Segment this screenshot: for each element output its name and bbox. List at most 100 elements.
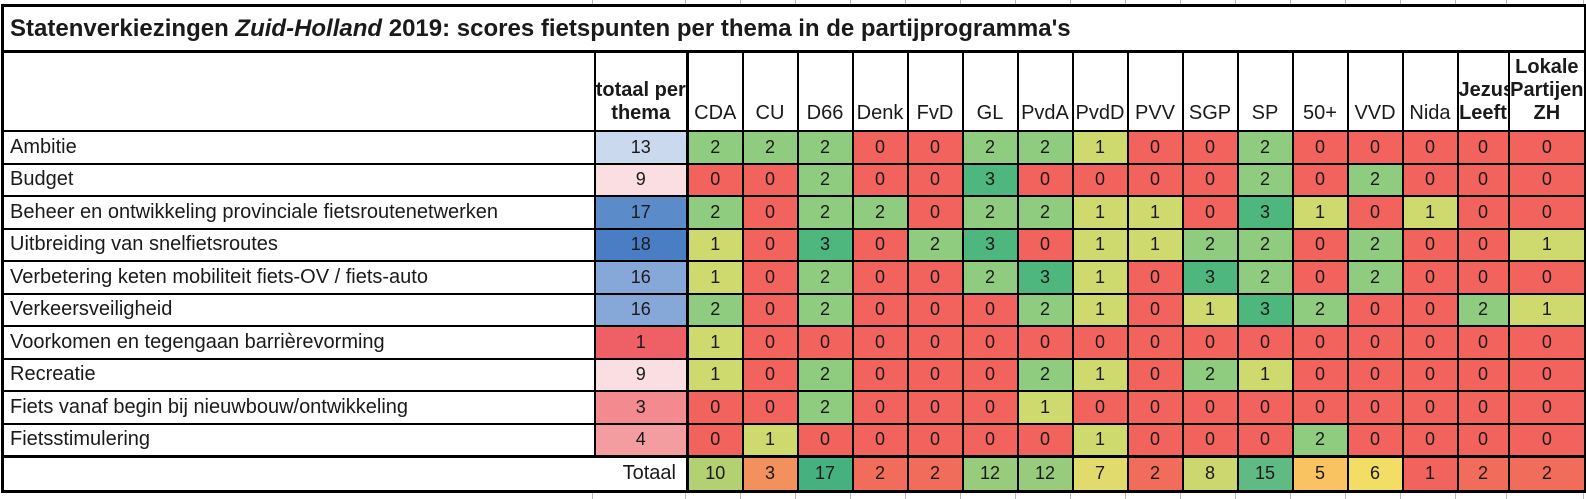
column-header-line: GL	[976, 102, 1004, 124]
gridline	[905, 0, 906, 4]
column-header-cda: CDA	[686, 50, 744, 132]
gridline	[850, 0, 851, 4]
score-cell: 0	[1016, 227, 1074, 262]
theme-row: Beheer en ontwikkeling provinciale fiets…	[1, 195, 1586, 230]
theme-label: Verbetering keten mobiliteit fiets-OV / …	[1, 260, 596, 295]
score-cell: 1	[686, 325, 744, 360]
gridline	[1290, 0, 1291, 4]
gridline	[1506, 492, 1507, 499]
score-cell: 3	[1236, 292, 1294, 327]
score-cell: 0	[851, 390, 909, 425]
score-cell: 2	[1236, 227, 1294, 262]
column-total-cell: 2	[851, 454, 909, 493]
column-header-line: CDA	[694, 102, 737, 124]
score-cell: 1	[1071, 422, 1129, 457]
score-cell: 0	[686, 422, 744, 457]
score-cell: 0	[1291, 162, 1349, 197]
score-cell: 0	[906, 260, 964, 295]
gridline	[1070, 0, 1071, 4]
row-label-header-blank	[1, 50, 596, 132]
theme-row: Ambitie 13 2 2 2 0 0 2 2 1 0 0 2 0 0 0 0 0	[1, 130, 1586, 165]
column-header-d66: D66	[796, 50, 854, 132]
score-cell: 0	[1346, 292, 1404, 327]
score-cell: 1	[1126, 227, 1184, 262]
score-cell: 0	[1456, 260, 1510, 295]
gridline	[1345, 492, 1346, 499]
totals-row: Totaal 10 3 17 2 2 12 12 7 2 8 15 5 6 1 2 2	[1, 454, 1586, 493]
score-cell: 0	[1346, 195, 1404, 230]
theme-label: Ambitie	[1, 130, 596, 165]
theme-total-cell: 9	[593, 162, 689, 197]
score-cell: 2	[796, 130, 854, 165]
score-cell: 3	[961, 227, 1019, 262]
score-cell: 0	[1236, 422, 1294, 457]
score-cell: 1	[1071, 195, 1129, 230]
theme-row: Verbetering keten mobiliteit fiets-OV / …	[1, 260, 1586, 295]
column-total-cell: 6	[1346, 454, 1404, 493]
score-cell: 2	[961, 130, 1019, 165]
title-part1: Statenverkiezingen	[10, 14, 236, 42]
gridline	[1235, 492, 1236, 499]
theme-label: Voorkomen en tegengaan barrièrevorming	[1, 325, 596, 360]
totals-label: Totaal	[1, 454, 689, 493]
column-header-line: SGP	[1188, 102, 1232, 124]
score-cell: 0	[1456, 195, 1510, 230]
score-cell: 0	[741, 195, 799, 230]
gridline	[1345, 0, 1346, 4]
gridline	[592, 492, 593, 499]
gridline	[795, 0, 796, 4]
column-header-pvv: PVV	[1126, 50, 1184, 132]
column-header-line: Partijen	[1510, 79, 1584, 101]
column-header-gl: GL	[961, 50, 1019, 132]
score-cell: 0	[851, 422, 909, 457]
score-cell: 0	[1181, 422, 1239, 457]
title-row: Statenverkiezingen Zuid-Holland 2019: sc…	[0, 4, 1586, 53]
score-cell: 1	[1071, 130, 1129, 165]
score-cell: 0	[1456, 390, 1510, 425]
score-cell: 0	[1401, 162, 1459, 197]
gridline	[740, 0, 741, 4]
score-cell: 2	[1456, 292, 1510, 327]
score-cell: 1	[686, 227, 744, 262]
score-cell: 0	[906, 130, 964, 165]
column-header-line: PVV	[1134, 102, 1176, 124]
theme-label: Verkeersveiligheid	[1, 292, 596, 327]
score-cell: 0	[1346, 130, 1404, 165]
score-cell: 0	[1346, 390, 1404, 425]
score-cell: 0	[1401, 325, 1459, 360]
score-cell: 2	[1016, 195, 1074, 230]
column-total-cell: 1	[1401, 454, 1459, 493]
score-cell: 0	[1401, 227, 1459, 262]
theme-row: Recreatie 9 1 0 2 0 0 0 2 1 0 2 1 0 0 0 0 0	[1, 357, 1586, 392]
score-cell: 2	[796, 260, 854, 295]
score-cell: 1	[1071, 292, 1129, 327]
score-cell: 2	[686, 130, 744, 165]
score-cell: 0	[796, 422, 854, 457]
column-header-sgp: SGP	[1181, 50, 1239, 132]
gridline	[1180, 492, 1181, 499]
score-cell: 0	[1181, 130, 1239, 165]
column-total-cell: 15	[1236, 454, 1294, 493]
score-cell: 2	[1346, 162, 1404, 197]
score-cell: 0	[1236, 325, 1294, 360]
score-cell: 0	[1291, 390, 1349, 425]
gridline	[1125, 0, 1126, 4]
score-cell: 0	[851, 325, 909, 360]
score-cell: 1	[1507, 292, 1586, 327]
score-cell: 0	[1291, 227, 1349, 262]
score-cell: 0	[961, 422, 1019, 457]
score-cell: 0	[1016, 325, 1074, 360]
score-cell: 0	[906, 390, 964, 425]
column-header-line: VVD	[1354, 102, 1396, 124]
title-italic: Zuid-Holland	[235, 14, 383, 42]
gridline	[1400, 0, 1401, 4]
column-header-totaal-per-thema: totaal per thema	[593, 50, 689, 132]
score-cell: 0	[961, 325, 1019, 360]
theme-row: Fietsstimulering 4 0 1 0 0 0 0 0 1 0 0 0 2 0 0 0 0	[1, 422, 1586, 457]
score-cell: 2	[741, 130, 799, 165]
theme-total-cell: 16	[593, 292, 689, 327]
score-cell: 2	[1016, 357, 1074, 392]
gridline	[1125, 492, 1126, 499]
score-cell: 3	[1181, 260, 1239, 295]
